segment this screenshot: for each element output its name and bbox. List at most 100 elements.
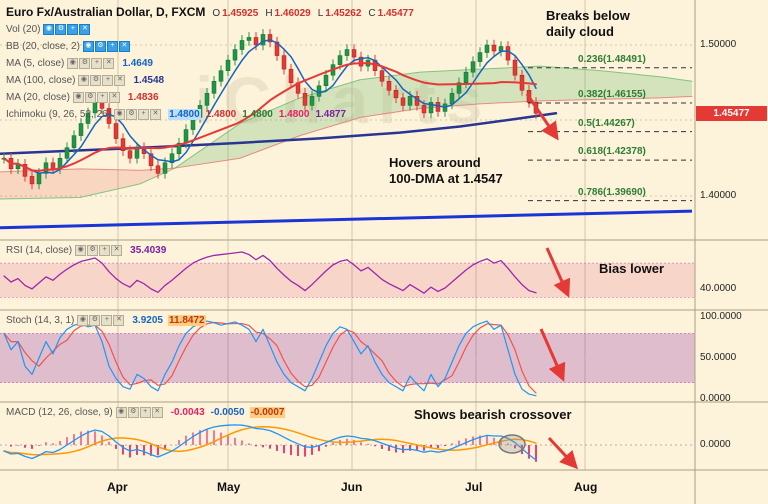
candle — [470, 61, 476, 73]
fib-label-3: 0.618(1.42378) — [578, 146, 646, 158]
add-icon[interactable]: + — [101, 315, 113, 326]
add-icon[interactable]: + — [96, 92, 108, 103]
legend-indicator-5-value-3: 1.4800 — [278, 109, 310, 120]
candle — [211, 80, 217, 94]
legend-indicator-5-label: Ichimoku (9, 26, 52, 26) — [6, 109, 112, 120]
candle — [232, 49, 238, 61]
visibility-icon[interactable]: ◉ — [72, 92, 84, 103]
ichimoku-cloud — [0, 168, 175, 200]
settings-icon[interactable]: ⚙ — [79, 58, 91, 69]
candle — [449, 93, 455, 105]
visibility-icon[interactable]: ◉ — [67, 58, 79, 69]
high-value: 1.46029 — [274, 8, 311, 19]
close-icon[interactable]: ✕ — [113, 315, 125, 326]
visibility-icon[interactable]: ◉ — [78, 75, 90, 86]
candle — [393, 90, 399, 99]
candle — [204, 93, 210, 106]
close-icon[interactable]: ✕ — [151, 407, 163, 418]
add-icon[interactable]: + — [99, 245, 111, 256]
candle — [456, 82, 462, 94]
candle — [428, 102, 434, 114]
price-axis-label-0: 1.50000 — [700, 39, 737, 50]
annotation-arrow — [539, 328, 566, 382]
add-icon[interactable]: + — [91, 58, 103, 69]
visibility-icon[interactable]: ◉ — [77, 315, 89, 326]
ichimoku-cloud — [175, 66, 692, 169]
settings-icon[interactable]: ⚙ — [84, 92, 96, 103]
legend-indicator-5-value-1: 1.4800 — [205, 109, 237, 120]
fib-label-2: 0.5(1.44267) — [578, 117, 635, 129]
last-price-badge: 1.45477 — [696, 106, 767, 121]
close-icon[interactable]: ✕ — [150, 109, 162, 120]
settings-icon[interactable]: ⚙ — [94, 41, 106, 52]
candle — [78, 123, 84, 136]
close-icon[interactable]: ✕ — [108, 92, 120, 103]
legend-indicator-4: MA (20, close) ◉ ⚙ + ✕ 1.4836 — [6, 91, 160, 104]
candle — [309, 96, 315, 106]
candle — [344, 49, 350, 56]
settings-icon[interactable]: ⚙ — [89, 315, 101, 326]
candle — [260, 34, 266, 46]
candle — [274, 41, 280, 56]
low-label: L — [317, 8, 324, 19]
candle — [148, 153, 154, 167]
candle — [484, 44, 490, 53]
settings-icon[interactable]: ⚙ — [87, 245, 99, 256]
candle — [85, 112, 91, 124]
visibility-icon[interactable]: ◉ — [114, 109, 126, 120]
candle — [351, 49, 357, 58]
legend-stoch-label: Stoch (14, 3, 1) — [6, 315, 75, 326]
price-axis-label-1: 1.40000 — [700, 190, 737, 201]
annotation-bearish-crossover: Shows bearish crossover — [414, 407, 572, 422]
candle — [127, 150, 133, 159]
close-icon[interactable]: ✕ — [118, 41, 130, 52]
visibility-icon[interactable]: ◉ — [82, 41, 94, 52]
price-axis-label-5: 0.0000 — [700, 393, 731, 404]
fib-label-1: 0.382(1.46155) — [578, 89, 646, 101]
add-icon[interactable]: + — [106, 41, 118, 52]
symbol-legend: Euro Fx/Australian Dollar, D, FXCM O 1.45… — [6, 5, 414, 19]
legend-indicator-4-label: MA (20, close) — [6, 92, 70, 103]
add-icon[interactable]: + — [138, 109, 150, 120]
settings-icon[interactable]: ⚙ — [55, 24, 67, 35]
trendline[interactable] — [0, 209, 693, 230]
visibility-icon[interactable]: ◉ — [75, 245, 87, 256]
legend-indicator-0-label: Vol (20) — [6, 24, 41, 35]
candle — [106, 108, 112, 124]
candle — [225, 59, 231, 71]
legend-indicator-3: MA (100, close) ◉ ⚙ + ✕ 1.4548 — [6, 74, 165, 87]
candle — [246, 37, 252, 41]
close-icon[interactable]: ✕ — [114, 75, 126, 86]
settings-icon[interactable]: ⚙ — [127, 407, 139, 418]
candle — [50, 162, 56, 170]
add-icon[interactable]: + — [102, 75, 114, 86]
add-icon[interactable]: + — [139, 407, 151, 418]
candle — [281, 55, 287, 70]
price-axis-label-6: 0.0000 — [700, 439, 731, 450]
legend-indicator-2-value-0: 1.4649 — [122, 58, 153, 69]
candle — [477, 52, 483, 62]
legend-indicator-2-label: MA (5, close) — [6, 58, 65, 69]
visibility-icon[interactable]: ◉ — [115, 407, 127, 418]
legend-indicator-5-value-0: 1.4800 — [168, 109, 201, 120]
close-icon[interactable]: ✕ — [79, 24, 91, 35]
legend-macd-value-2: -0.0007 — [249, 407, 286, 418]
legend-macd-label: MACD (12, 26, close, 9) — [6, 407, 113, 418]
crossover-ellipse — [498, 434, 526, 454]
settings-icon[interactable]: ⚙ — [126, 109, 138, 120]
settings-icon[interactable]: ⚙ — [90, 75, 102, 86]
close-icon[interactable]: ✕ — [111, 245, 123, 256]
legend-indicator-4-value-0: 1.4836 — [127, 92, 159, 103]
candle — [162, 162, 168, 174]
close-icon[interactable]: ✕ — [103, 58, 115, 69]
candle — [169, 153, 175, 164]
candle — [323, 74, 329, 87]
close-value: 1.45477 — [377, 8, 414, 19]
visibility-icon[interactable]: ◉ — [43, 24, 55, 35]
month-label-jul: Jul — [465, 480, 483, 494]
candle — [400, 97, 406, 106]
legend-indicator-5-value-4: 1.4877 — [315, 109, 347, 120]
add-icon[interactable]: + — [67, 24, 79, 35]
legend-stoch-value-0: 3.9205 — [132, 315, 163, 326]
